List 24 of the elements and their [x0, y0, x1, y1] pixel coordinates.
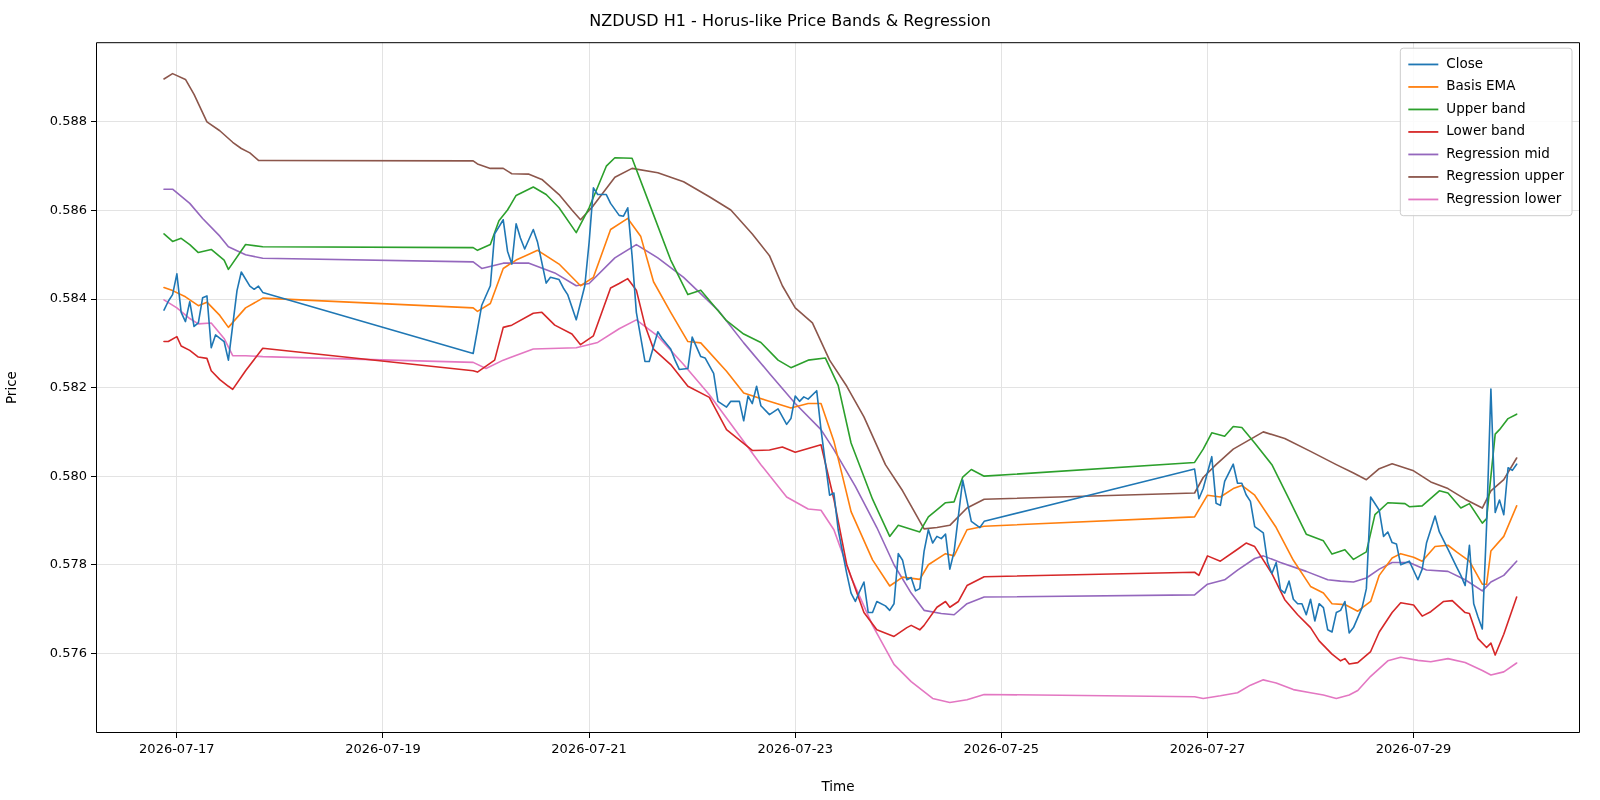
legend-label: Regression mid — [1446, 144, 1550, 161]
x-tick-label: 2026-07-21 — [551, 741, 627, 757]
chart-title: NZDUSD H1 - Horus-like Price Bands & Regression — [589, 10, 991, 30]
y-tick-label: 0.584 — [49, 290, 87, 306]
x-tick-label: 2026-07-27 — [1169, 741, 1246, 757]
y-tick-label: 0.588 — [49, 113, 87, 129]
y-tick-label: 0.582 — [49, 378, 87, 394]
y-tick-label: 0.580 — [49, 467, 87, 483]
y-tick-label: 0.586 — [49, 201, 87, 217]
y-tick-label: 0.578 — [49, 556, 87, 572]
legend-label: Basis EMA — [1446, 77, 1517, 94]
x-tick-label: 2026-07-23 — [757, 741, 834, 757]
x-axis-title: Time — [820, 778, 855, 795]
legend-label: Regression lower — [1446, 189, 1562, 206]
legend-label: Regression upper — [1446, 167, 1565, 184]
x-tick-label: 2026-07-19 — [345, 741, 421, 757]
y-tick-label: 0.576 — [49, 644, 87, 660]
x-tick-label: 2026-07-25 — [963, 741, 1040, 757]
y-axis-title: Price — [2, 371, 19, 405]
x-tick-label: 2026-07-17 — [139, 741, 215, 757]
legend-label: Upper band — [1446, 99, 1526, 116]
legend-label: Lower band — [1446, 122, 1526, 139]
x-tick-label: 2026-07-29 — [1375, 741, 1452, 757]
legend-label: Close — [1446, 54, 1484, 71]
